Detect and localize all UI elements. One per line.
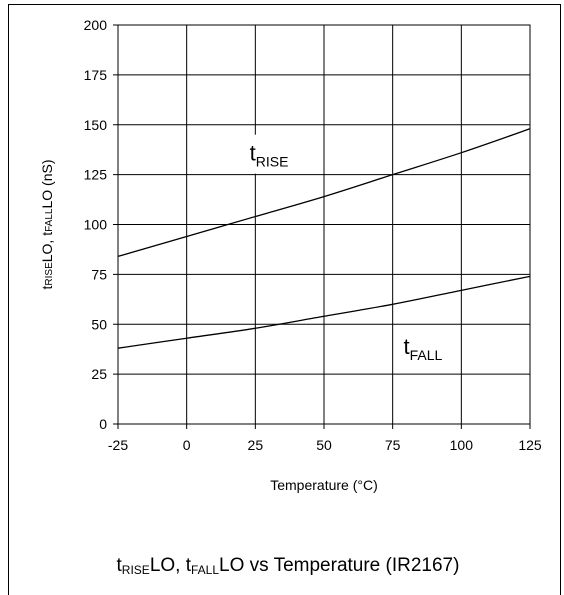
- series-label-sub: RISE: [256, 154, 289, 170]
- x-tick-label: 25: [248, 437, 264, 453]
- chart-title-part-3: LO vs Temperature (IR2167): [219, 555, 459, 576]
- y-tick-label: 175: [84, 67, 108, 83]
- y-tick-label: 25: [91, 366, 107, 382]
- y-axis-label-part-2: LO, t: [39, 232, 55, 262]
- series-label-tRISE: tRISE: [239, 134, 299, 174]
- x-tick-label: -25: [108, 437, 128, 453]
- chart-title-sub-2: FALL: [191, 563, 219, 577]
- chart-title: tRISELO, tFALLLO vs Temperature (IR2167): [117, 555, 460, 577]
- y-axis-label-sub-1: RISE: [44, 262, 55, 286]
- y-axis-label: tRISELO, tFALLLO (nS): [39, 160, 55, 290]
- grid: [113, 24, 531, 429]
- series-line-tFALL: [117, 275, 531, 349]
- series-label-main: t: [403, 334, 409, 359]
- series-label-sub: FALL: [410, 347, 443, 363]
- x-tick-label: 125: [518, 437, 542, 453]
- x-tick-label: 0: [183, 437, 191, 453]
- y-axis-label-part-1: t: [39, 285, 55, 289]
- chart-title-part-1: t: [117, 555, 123, 576]
- series-label-bg: [393, 328, 453, 368]
- y-tick-label: 200: [84, 17, 108, 33]
- plot-border: [117, 24, 531, 425]
- series-line-tRISE: [117, 128, 531, 258]
- y-axis-label-sub-2: FALL: [44, 208, 55, 232]
- y-tick-label: 0: [99, 416, 107, 432]
- x-tick-label: 75: [385, 437, 401, 453]
- y-tick-label: 50: [91, 316, 107, 332]
- x-tick-label: 100: [450, 437, 474, 453]
- series-label-tFALL: tFALL: [393, 328, 453, 368]
- y-tick-label: 125: [84, 167, 108, 183]
- chart-title-part-2: LO, t: [150, 555, 192, 576]
- series-label-bg: [239, 134, 299, 174]
- x-axis-label: Temperature (°C): [270, 477, 378, 493]
- chart-title-sub-1: RISE: [122, 563, 150, 577]
- chart-frame: [8, 4, 561, 595]
- y-tick-label: 150: [84, 117, 108, 133]
- y-tick-label: 100: [84, 217, 108, 233]
- y-tick-label: 75: [91, 266, 107, 282]
- x-tick-label: 50: [316, 437, 332, 453]
- series-label-main: t: [250, 141, 256, 166]
- series-label-text: tFALL: [403, 334, 442, 363]
- series-label-text: tRISE: [250, 141, 289, 170]
- y-axis-label-part-3: LO (nS): [39, 160, 55, 209]
